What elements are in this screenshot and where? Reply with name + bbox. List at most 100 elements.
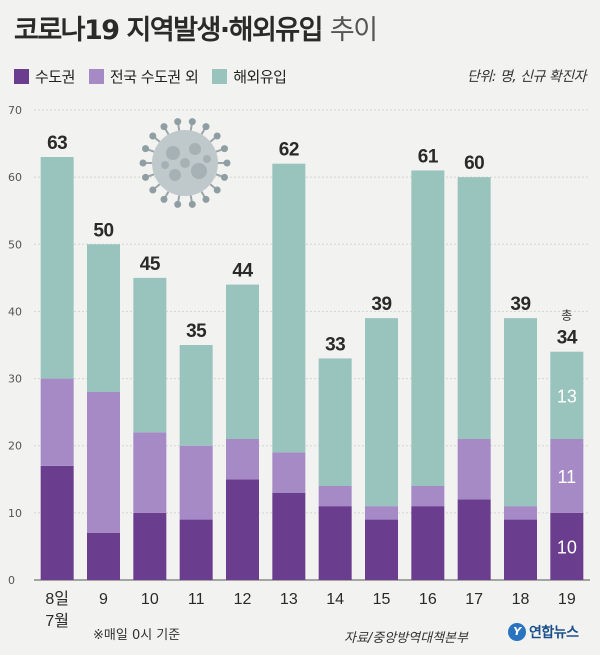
labels-layer: 63 8일 7월 50 9 45 10 35 11 44 12 62 13 33 14 39 15 61 16 60 1… [45, 133, 578, 630]
virus-texture [191, 163, 207, 179]
x-tick-label: 11 [188, 591, 205, 608]
virus-spike-tip [220, 173, 228, 181]
virus-spike-tip [160, 123, 168, 131]
bar-segment-overseas [40, 157, 74, 379]
bar-segment-overseas [272, 163, 306, 453]
virus-spike-tip [213, 186, 221, 194]
bar-segment-non-capital [365, 506, 398, 520]
y-tick-label: 40 [8, 305, 22, 318]
virus-spike-tip [202, 123, 210, 131]
segment-value-label: 11 [557, 467, 576, 487]
bar-segment-overseas [550, 351, 584, 439]
virus-texture [203, 155, 211, 163]
virus-illustration-icon [139, 118, 231, 208]
virus-spike-tip [174, 118, 182, 126]
bar-segment-overseas [87, 244, 120, 392]
bar-segment-capital [550, 512, 584, 580]
virus-texture [189, 143, 201, 155]
virus-texture [180, 158, 190, 168]
bar-segment-overseas [365, 318, 398, 507]
legend-item-capital: 수도권 [14, 66, 75, 87]
virus-spike-tip [213, 132, 221, 140]
virus-spike-tip [188, 118, 196, 126]
y-tick-label: 70 [8, 104, 22, 117]
logo-text: 연합뉴스 [529, 625, 579, 641]
bar-segment-non-capital [40, 378, 74, 466]
legend-label-capital: 수도권 [35, 67, 75, 86]
bar-total-label: 44 [232, 261, 253, 282]
bar-segment-overseas [318, 358, 352, 486]
bar-segment-non-capital [411, 486, 445, 507]
bar-total-label: 39 [510, 294, 530, 315]
bar-segment-non-capital [318, 486, 352, 507]
bar-segment-non-capital [87, 392, 120, 533]
bar-total-label: 60 [464, 153, 484, 174]
bar-segment-capital [504, 519, 537, 580]
bar-segment-overseas [504, 318, 537, 507]
total-prefix-label: 총 [561, 309, 572, 323]
virus-spike-tip [142, 145, 150, 153]
x-tick-label: 9 [99, 591, 108, 608]
bar-segment-capital [411, 506, 445, 580]
unit-label: 단위: 명, 신규 확진자 [466, 69, 587, 85]
bar-segment-overseas [226, 284, 259, 439]
segment-value-label: 10 [557, 537, 577, 557]
yonhap-logo: Y 연합뉴스 [508, 622, 579, 642]
grid-layer: 0 10 20 30 40 50 60 70 [8, 104, 590, 587]
bar-segment-capital [318, 506, 352, 580]
chart-title: 코로나19 지역발생·해외유입 추이 [14, 8, 378, 47]
bar-segment-overseas [411, 170, 445, 486]
bar-segment-non-capital [457, 439, 491, 500]
bar-segment-non-capital [272, 452, 306, 493]
legend-label-non-capital: 전국 수도권 외 [109, 67, 199, 86]
virus-spike-tip [202, 195, 210, 203]
virus-texture [161, 161, 169, 169]
source-credit: 자료/중앙방역대책본부 [344, 631, 468, 646]
bar-total-label: 35 [186, 321, 207, 342]
virus-spike-tip [149, 132, 157, 140]
y-tick-label: 20 [8, 440, 22, 453]
bar-segment-non-capital [226, 439, 259, 480]
bar-segment-capital [457, 499, 491, 580]
bar-segment-capital [179, 519, 213, 580]
x-tick-label: 18 [512, 591, 530, 608]
legend-label-overseas: 해외유입 [233, 67, 287, 86]
bar-segment-non-capital [179, 445, 213, 520]
bar-segment-capital [365, 519, 398, 580]
title-main: 코로나19 지역발생·해외유입 [14, 15, 323, 46]
bar-segment-non-capital [504, 506, 537, 520]
virus-spike-tip [142, 173, 150, 181]
bar-segment-overseas [133, 277, 167, 433]
x-tick-label: 19 [558, 591, 576, 608]
x-tick-label: 17 [465, 591, 483, 608]
virus-texture [169, 169, 181, 181]
legend-swatch-capital [14, 68, 29, 84]
bar-segment-capital [133, 512, 167, 580]
bar-segment-capital [272, 492, 306, 580]
virus-texture [166, 146, 180, 160]
y-tick-label: 50 [8, 238, 22, 251]
x-month-label: 7월 [45, 612, 69, 630]
logo-mark-icon: Y [508, 623, 526, 641]
x-tick-label: 10 [141, 591, 159, 608]
y-tick-label: 0 [8, 574, 15, 587]
title-suffix: 추이 [329, 15, 378, 46]
virus-spike-tip [160, 195, 168, 203]
virus-spike-tip [139, 159, 147, 167]
legend-swatch-non-capital [88, 68, 104, 84]
bar-segment-capital [40, 465, 74, 580]
y-tick-label: 60 [8, 171, 22, 184]
bars-layer [40, 157, 584, 580]
bar-total-label: 50 [93, 220, 113, 241]
bar-segment-capital [87, 533, 120, 580]
bar-total-label: 62 [279, 140, 299, 161]
bar-segment-overseas [457, 177, 491, 439]
bar-total-label: 39 [371, 294, 391, 315]
y-tick-label: 10 [8, 507, 22, 520]
legend-swatch-overseas [212, 68, 228, 84]
virus-spike-tip [223, 159, 231, 167]
legend-item-overseas: 해외유입 [212, 66, 287, 87]
legend: 수도권 전국 수도권 외 해외유입 [14, 64, 300, 88]
legend-item-non-capital: 전국 수도권 외 [88, 66, 199, 87]
